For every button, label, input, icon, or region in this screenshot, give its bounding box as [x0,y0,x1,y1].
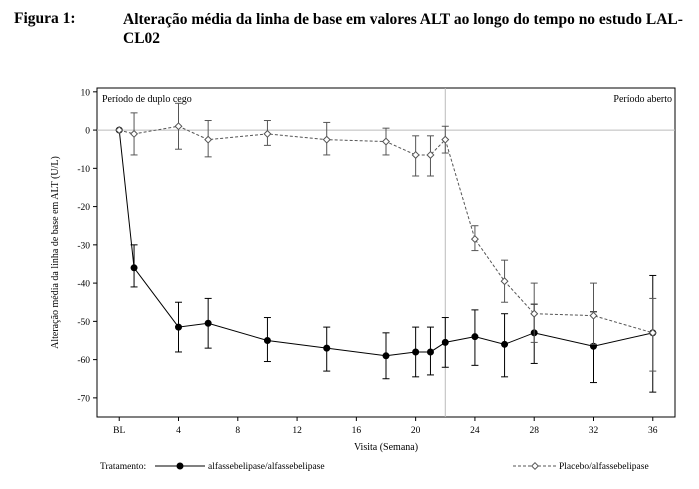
x-axis-label: Visita (Semana) [354,442,418,453]
data-point [589,311,598,320]
data-point [323,344,331,352]
y-axis-label: Alteração média da linha de base em ALT … [50,156,61,349]
figure-label: Figura 1: [14,10,76,27]
data-point [441,338,449,346]
y-tick-label: 0 [85,127,90,137]
series-line [118,130,653,357]
data-point [115,126,124,135]
legend-marker-placebo [530,461,540,471]
data-point [426,150,435,159]
data-point [204,319,212,327]
x-tick-label: 8 [235,426,240,436]
legend-label-alfassebelipase: alfassebelipase/alfassebelipase [208,461,325,472]
x-tick-label: 4 [176,426,181,436]
y-tick-label: -30 [77,241,90,251]
data-point [263,129,272,138]
x-tick-label: 12 [292,426,302,436]
data-point [411,150,420,159]
legend-title: Tratamento: [100,462,146,472]
data-point [501,340,509,348]
period-label-double-blind: Período de duplo cego [102,94,192,105]
data-point [382,352,390,360]
data-point [175,323,183,331]
data-point [470,235,479,244]
legend-marker-alfassebelipase [176,462,184,470]
data-point [530,309,539,318]
data-point [648,328,657,337]
x-tick-label: 32 [589,426,599,436]
data-point [500,277,509,286]
y-tick-label: 10 [81,88,91,98]
figure-title: Alteração média da linha de base em valo… [123,11,683,47]
series-line [119,125,653,334]
y-tick-label: -40 [77,280,90,290]
data-point [412,348,420,356]
series-alfassebelipase [115,126,657,393]
series-placebo [115,102,657,372]
y-tick-label: -50 [77,318,90,328]
x-tick-label: BL [113,426,125,436]
x-tick-label: 20 [411,426,421,436]
plot-area-frame [96,87,676,418]
data-point [204,135,213,144]
data-point [322,135,331,144]
data-point [263,336,271,344]
legend: Tratamento: alfassebelipase/alfassebelip… [100,461,649,472]
data-point [381,137,391,146]
x-tick-label: 28 [529,426,539,436]
y-tick-label: -60 [77,356,90,366]
data-point [130,264,138,272]
data-point [426,348,434,356]
y-tick-label: -10 [77,165,90,175]
x-tick-label: 36 [648,426,658,436]
period-label-open: Período aberto [613,94,672,105]
data-point [471,333,479,341]
y-tick-label: -70 [77,394,90,404]
legend-label-placebo: Placebo/alfassebelipase [559,461,649,472]
x-tick-label: 24 [470,426,480,436]
data-point [130,129,139,138]
y-tick-label: -20 [77,203,90,213]
data-point [441,135,450,144]
data-point [174,122,183,131]
x-tick-label: 16 [352,426,362,436]
